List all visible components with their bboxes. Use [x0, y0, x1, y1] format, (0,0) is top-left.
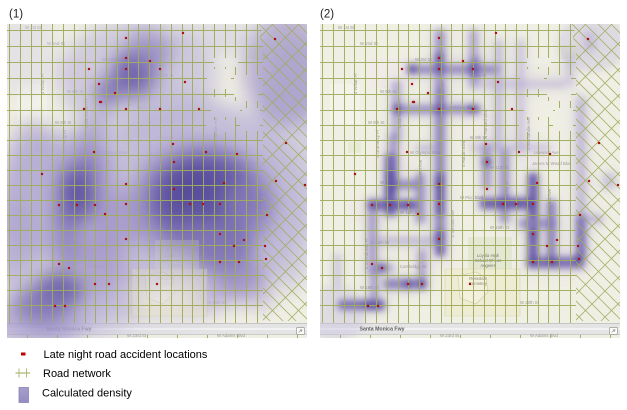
svg-text:(1): (1)	[9, 9, 23, 21]
svg-text:Calculated density: Calculated density	[42, 388, 132, 400]
svg-text:Road network: Road network	[43, 368, 111, 380]
svg-text:(2): (2)	[320, 9, 334, 21]
svg-text:Late night road accident locat: Late night road accident locations	[44, 349, 208, 361]
